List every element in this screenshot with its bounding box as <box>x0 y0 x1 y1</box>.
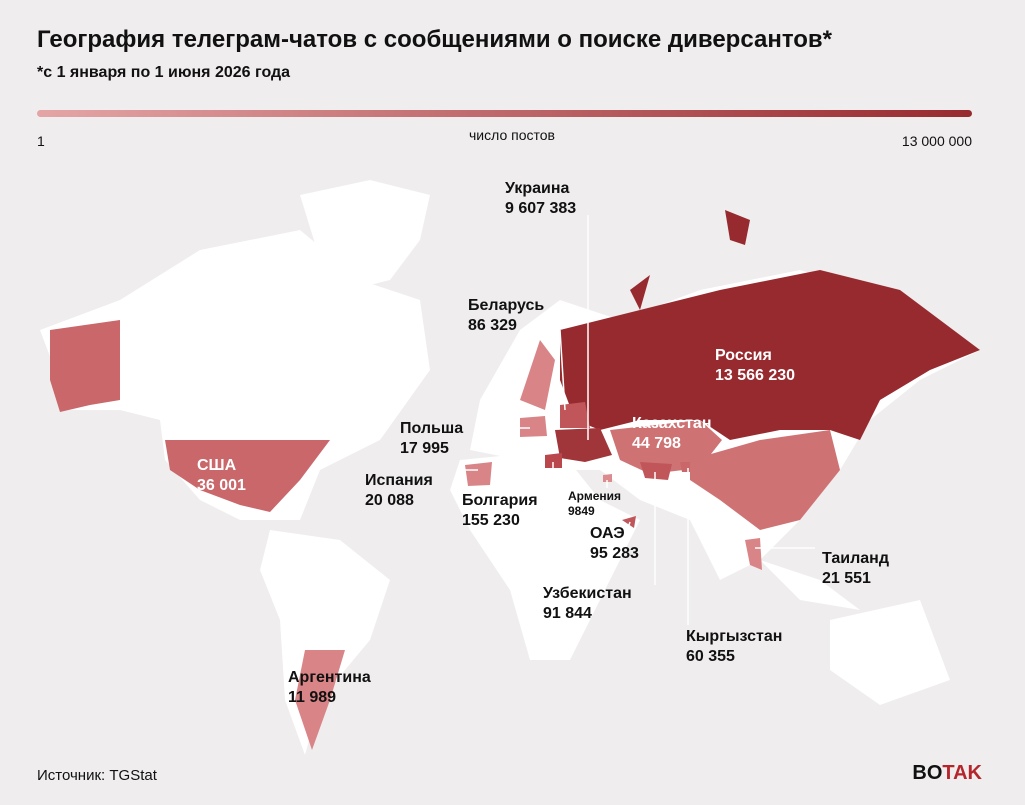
country-value: 17 995 <box>400 440 449 457</box>
country-value: 13 566 230 <box>715 367 795 384</box>
country-value: 9 607 383 <box>505 200 576 217</box>
legend-caption: число постов <box>469 127 555 143</box>
country-shape <box>465 462 492 486</box>
country-name: Болгария <box>462 492 538 509</box>
country-name: Казахстан <box>632 415 712 432</box>
title: География телеграм-чатов с сообщениями о… <box>37 26 833 53</box>
country-name: Армения <box>568 489 621 503</box>
country-name: Аргентина <box>288 669 371 686</box>
country-value: 155 230 <box>462 512 520 529</box>
legend-min: 1 <box>37 133 45 149</box>
country-shape <box>603 474 612 482</box>
country-name: Беларусь <box>468 297 544 314</box>
country-shape <box>165 440 330 512</box>
legend-bar <box>37 110 972 117</box>
country-value: 86 329 <box>468 317 517 334</box>
country-name: США <box>197 457 237 474</box>
country-shape <box>560 270 980 440</box>
scandinavia <box>520 340 555 410</box>
subtitle: *с 1 января по 1 июня 2026 года <box>37 64 290 81</box>
logo-b: TAK <box>942 762 982 784</box>
country-value: 44 798 <box>632 435 681 452</box>
labels: Россия 13 566 230 Украина 9 607 383 Казахста… <box>197 180 889 706</box>
country-name: Узбекистан <box>543 585 632 602</box>
country-name: Таиланд <box>822 550 889 567</box>
country-shape <box>630 275 650 310</box>
country-name: Польша <box>400 420 463 437</box>
logo-a: BO <box>912 762 942 784</box>
legend-max: 13 000 000 <box>902 133 972 149</box>
country-name: Россия <box>715 347 772 364</box>
leaders <box>462 215 815 625</box>
country-shape <box>745 538 762 570</box>
country-value: 9849 <box>568 504 595 518</box>
country-shape <box>560 402 590 428</box>
country-name: Кыргызстан <box>686 628 782 645</box>
country-shape <box>622 516 636 528</box>
country-name: ОАЭ <box>590 525 625 542</box>
country-shape <box>295 650 345 750</box>
country-name: Украина <box>505 180 570 197</box>
country-value: 95 283 <box>590 545 639 562</box>
country-shape <box>640 462 672 480</box>
country-value: 91 844 <box>543 605 592 622</box>
country-shape <box>725 210 750 245</box>
china <box>690 430 840 530</box>
country-value: 11 989 <box>288 689 336 706</box>
country-name: Испания <box>365 472 433 489</box>
country-value: 21 551 <box>822 570 871 587</box>
country-shape <box>545 453 562 468</box>
source: Источник: TGStat <box>37 767 158 784</box>
country-value: 36 001 <box>197 477 246 494</box>
country-shape <box>520 416 547 437</box>
country-value: 20 088 <box>365 492 414 509</box>
country-shape <box>555 428 612 462</box>
country-value: 60 355 <box>686 648 735 665</box>
countries <box>50 210 980 750</box>
country-shape <box>50 320 120 412</box>
logo: BOTAK <box>912 762 982 784</box>
